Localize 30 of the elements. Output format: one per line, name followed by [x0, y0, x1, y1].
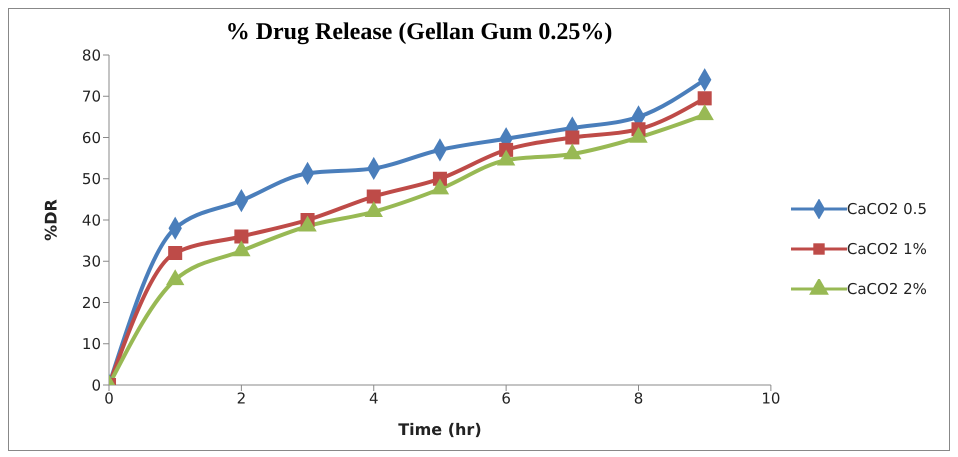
x-tick-label: 2 — [236, 390, 246, 408]
y-tick-label: 30 — [82, 252, 101, 271]
point — [298, 216, 316, 232]
y-tick-label: 60 — [82, 128, 101, 147]
point — [168, 246, 182, 260]
x-tick-label: 6 — [501, 390, 511, 408]
point — [166, 270, 184, 286]
x-tick-label: 8 — [634, 390, 644, 408]
y-tick-label: 80 — [82, 46, 101, 64]
legend-label: CaCO2 2% — [846, 280, 927, 298]
y-tick-label: 50 — [82, 170, 101, 188]
x-tick-label: 10 — [761, 390, 780, 408]
point — [364, 202, 383, 218]
point — [565, 130, 580, 145]
x-axis-title: Time (hr) — [398, 420, 482, 439]
legend-label: CaCO2 0.5 — [846, 200, 927, 218]
x-tick-label: 4 — [368, 390, 379, 408]
legend-label: CaCO2 1% — [846, 240, 927, 258]
y-tick-label: 20 — [82, 294, 101, 312]
y-tick-label: 0 — [91, 376, 101, 394]
chart-title: % Drug Release (Gellan Gum 0.25%) — [224, 19, 614, 46]
point — [232, 240, 250, 256]
point — [698, 91, 712, 106]
y-tick-label: 10 — [82, 335, 101, 354]
y-tick-label: 70 — [82, 88, 101, 106]
x-tick-label: 0 — [104, 390, 114, 408]
y-axis-title: %DR — [42, 199, 61, 241]
point — [234, 229, 248, 244]
point — [366, 189, 381, 204]
y-tick-label: 40 — [82, 211, 101, 230]
